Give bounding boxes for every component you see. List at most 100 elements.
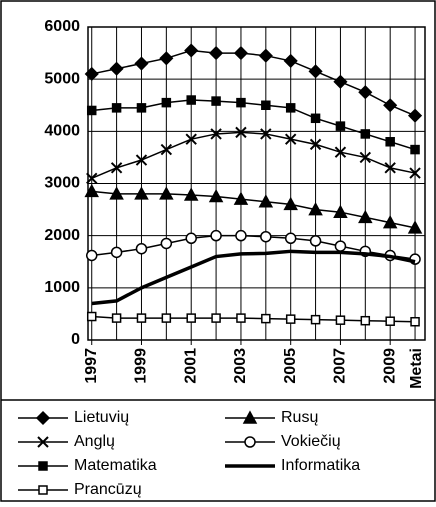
y-tick-label: 3000 xyxy=(44,175,80,192)
data-point xyxy=(210,229,222,242)
data-point xyxy=(236,97,246,108)
x-tick-label: 1999 xyxy=(133,348,150,384)
x-tick-label: 2001 xyxy=(182,348,199,384)
data-point xyxy=(86,172,98,184)
data-point xyxy=(333,74,348,89)
data-point xyxy=(283,53,298,68)
data-point xyxy=(385,316,395,326)
legend-marker xyxy=(242,410,258,424)
data-point xyxy=(186,95,196,105)
x-tick-label: 1997 xyxy=(83,348,100,384)
data-point xyxy=(161,97,172,108)
data-point xyxy=(258,48,273,63)
series-line xyxy=(91,249,416,306)
y-tick-label: 0 xyxy=(71,331,80,348)
data-point xyxy=(109,61,124,76)
data-point xyxy=(84,183,99,198)
data-point xyxy=(360,129,371,139)
data-point xyxy=(410,316,420,327)
legend-label: Vokiečių xyxy=(281,433,341,450)
legend-label: Informatika xyxy=(281,457,360,474)
data-point xyxy=(260,230,272,243)
data-point xyxy=(209,46,224,61)
legend-label: Lietuvių xyxy=(74,409,129,426)
legend-marker xyxy=(37,436,49,448)
data-point xyxy=(235,229,247,242)
data-point xyxy=(159,51,174,66)
data-point xyxy=(258,194,274,208)
data-point xyxy=(160,143,173,156)
data-point xyxy=(186,313,196,323)
data-point xyxy=(159,186,174,200)
data-point xyxy=(184,43,199,58)
data-point xyxy=(283,196,298,211)
data-point xyxy=(109,186,124,200)
data-point xyxy=(385,137,395,147)
data-point xyxy=(236,313,246,323)
series-line xyxy=(91,190,416,229)
data-point xyxy=(235,126,247,139)
data-point xyxy=(333,204,348,218)
x-tick-label: 2003 xyxy=(232,348,249,384)
x-tick-label: 2005 xyxy=(282,348,299,384)
legend-label: Matematika xyxy=(74,457,157,474)
x-tick-label: 2009 xyxy=(381,348,398,384)
legend-marker xyxy=(244,436,256,448)
data-point xyxy=(135,154,148,166)
data-point xyxy=(134,186,149,200)
data-point xyxy=(111,313,122,323)
data-point xyxy=(185,133,197,145)
data-point xyxy=(135,242,148,255)
data-point xyxy=(208,188,224,203)
data-point xyxy=(211,313,221,323)
data-point xyxy=(360,315,371,326)
legend-marker xyxy=(38,461,48,471)
data-point xyxy=(384,162,396,174)
data-point xyxy=(260,128,272,140)
data-point xyxy=(285,103,296,113)
x-tick-label: 2007 xyxy=(332,348,349,384)
data-point xyxy=(85,249,98,262)
data-point xyxy=(161,313,172,323)
data-point xyxy=(359,151,372,164)
data-point xyxy=(136,103,147,113)
y-tick-label: 4000 xyxy=(44,123,80,140)
data-point xyxy=(211,96,221,106)
data-point xyxy=(261,100,271,110)
data-point xyxy=(309,138,322,151)
legend-label: Prancūzų xyxy=(74,481,142,498)
y-tick-label: 1000 xyxy=(44,279,80,296)
data-point xyxy=(334,240,347,252)
x-axis-label: Metai xyxy=(408,348,425,389)
y-tick-label: 5000 xyxy=(44,70,80,87)
data-point xyxy=(284,133,297,145)
data-point xyxy=(261,313,271,324)
data-point xyxy=(358,85,373,100)
data-point xyxy=(308,64,323,79)
data-point xyxy=(310,113,321,124)
data-point xyxy=(335,121,346,131)
data-point xyxy=(86,311,97,322)
data-point xyxy=(335,315,346,325)
legend-label: Anglų xyxy=(74,433,115,450)
y-tick-label: 2000 xyxy=(44,227,80,244)
data-point xyxy=(233,46,249,61)
data-point xyxy=(407,108,423,123)
data-point xyxy=(233,191,249,205)
data-point xyxy=(183,187,199,201)
data-point xyxy=(185,232,197,245)
data-point xyxy=(285,314,296,324)
legend-marker xyxy=(35,410,51,426)
data-point xyxy=(136,313,147,323)
data-point xyxy=(409,167,421,179)
y-tick-label: 6000 xyxy=(44,18,80,35)
legend-label: Rusų xyxy=(281,409,318,426)
data-point xyxy=(160,237,173,250)
data-point xyxy=(134,56,149,71)
data-point xyxy=(308,202,323,216)
data-point xyxy=(310,314,321,325)
data-point xyxy=(358,209,373,224)
data-point xyxy=(309,235,322,247)
data-point xyxy=(110,162,123,174)
